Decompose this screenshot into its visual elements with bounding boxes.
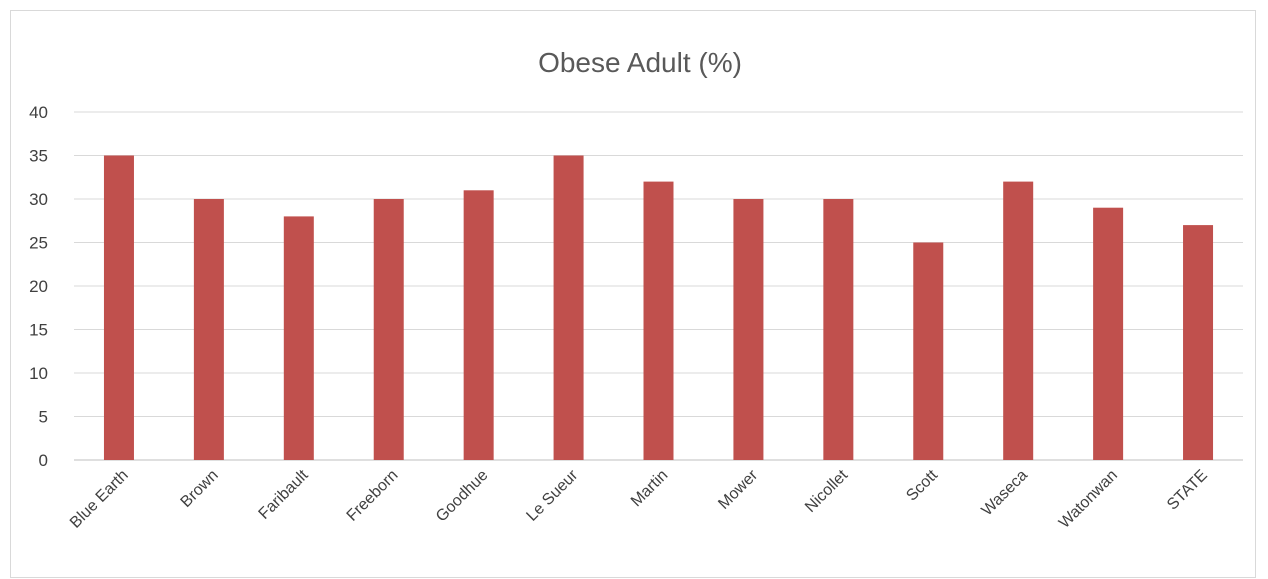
y-tick-label: 0 — [39, 451, 48, 470]
bar — [553, 155, 584, 460]
bar — [733, 199, 764, 460]
y-tick-label: 10 — [29, 364, 48, 383]
bar — [1003, 181, 1034, 460]
x-tick-label: Scott — [903, 466, 941, 504]
x-tick-label: Faribault — [256, 466, 312, 522]
bar — [373, 199, 404, 460]
bar — [913, 242, 944, 460]
bar — [463, 190, 494, 461]
x-tick-label: Watonwan — [1056, 467, 1121, 532]
chart-title: Obese Adult (%) — [538, 47, 742, 78]
y-tick-label: 35 — [29, 147, 48, 166]
bar — [283, 216, 314, 460]
y-axis-ticks: 0 5 10 15 20 25 30 35 40 — [29, 103, 48, 470]
bar — [1093, 207, 1124, 460]
y-tick-label: 5 — [39, 408, 48, 427]
x-tick-label: Brown — [178, 467, 222, 511]
y-tick-label: 15 — [29, 321, 48, 340]
x-tick-label: Le Sueur — [523, 466, 581, 524]
y-tick-label: 40 — [29, 103, 48, 122]
x-tick-label: STATE — [1164, 467, 1211, 514]
x-tick-label: Mower — [715, 466, 761, 512]
bars — [103, 155, 1214, 461]
bar — [103, 155, 134, 460]
x-tick-label: Blue Earth — [67, 467, 132, 532]
x-tick-label: Nicollet — [802, 466, 852, 516]
x-tick-label: Martin — [628, 467, 671, 510]
y-tick-label: 25 — [29, 234, 48, 253]
x-tick-label: Freeborn — [344, 467, 402, 525]
bar — [823, 199, 854, 460]
x-tick-label: Waseca — [979, 467, 1032, 520]
x-tick-label: Goodhue — [433, 467, 492, 526]
bar — [1183, 225, 1214, 460]
bar — [643, 181, 674, 460]
y-tick-label: 20 — [29, 277, 48, 296]
x-axis-ticks: Blue Earth Brown Faribault Freeborn Goodhue L… — [67, 466, 1211, 532]
y-tick-label: 30 — [29, 190, 48, 209]
bar — [193, 199, 224, 460]
